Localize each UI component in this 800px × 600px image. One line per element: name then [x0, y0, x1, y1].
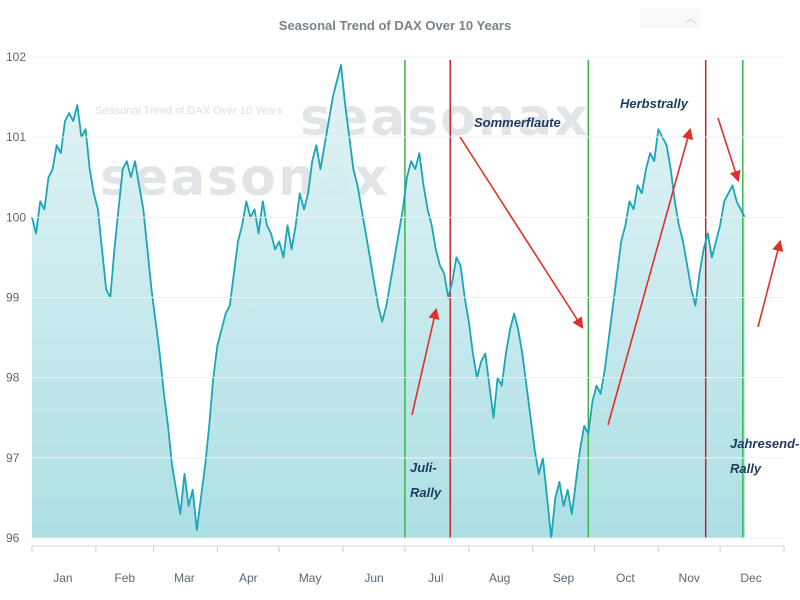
y-tick-label: 97	[6, 451, 20, 465]
chart-title: Seasonal Trend of DAX Over 10 Years	[279, 18, 511, 33]
x-tick-label: Jul	[428, 571, 443, 585]
x-axis: Jan Feb Mar Apr May Jun Jul Aug Sep Oct Nov Dec	[32, 546, 784, 585]
y-tick-label: 102	[6, 50, 26, 64]
sommerflaute-arrow	[460, 137, 582, 327]
jahresend-rally-arrow	[758, 242, 780, 327]
herbst-pullback-arrow	[718, 118, 738, 180]
x-tick-label: Nov	[679, 571, 700, 585]
y-tick-label: 98	[6, 371, 20, 385]
annotation-sommerflaute: Sommerflaute	[474, 115, 561, 130]
y-tick-label: 96	[6, 531, 20, 545]
x-tick-label: Feb	[114, 571, 135, 585]
y-tick-label: 100	[6, 210, 26, 224]
collapse-chevron-icon: ︿	[685, 13, 696, 25]
y-tick-label: 101	[6, 130, 26, 144]
annotation-jahresend-rally: Rally	[730, 461, 762, 476]
x-tick-label: Mar	[174, 571, 195, 585]
annotation-herbstrally: Herbstrally	[620, 96, 689, 111]
watermark-title: Seasonal Trend of DAX Over 10 Years	[95, 105, 283, 117]
x-tick-label: May	[299, 571, 322, 585]
x-tick-label: Apr	[239, 571, 258, 585]
annotation-juli: Juli-	[410, 460, 437, 475]
x-tick-label: Sep	[553, 571, 575, 585]
x-tick-label: Oct	[616, 571, 635, 585]
y-tick-label: 99	[6, 291, 20, 305]
x-tick-label: Jan	[53, 571, 72, 585]
x-tick-label: Dec	[740, 571, 761, 585]
annotation-juli-rally: Rally	[410, 485, 442, 500]
annotation-jahresend: Jahresend-	[730, 436, 799, 451]
x-tick-label: Aug	[489, 571, 510, 585]
x-tick-label: Jun	[364, 571, 383, 585]
